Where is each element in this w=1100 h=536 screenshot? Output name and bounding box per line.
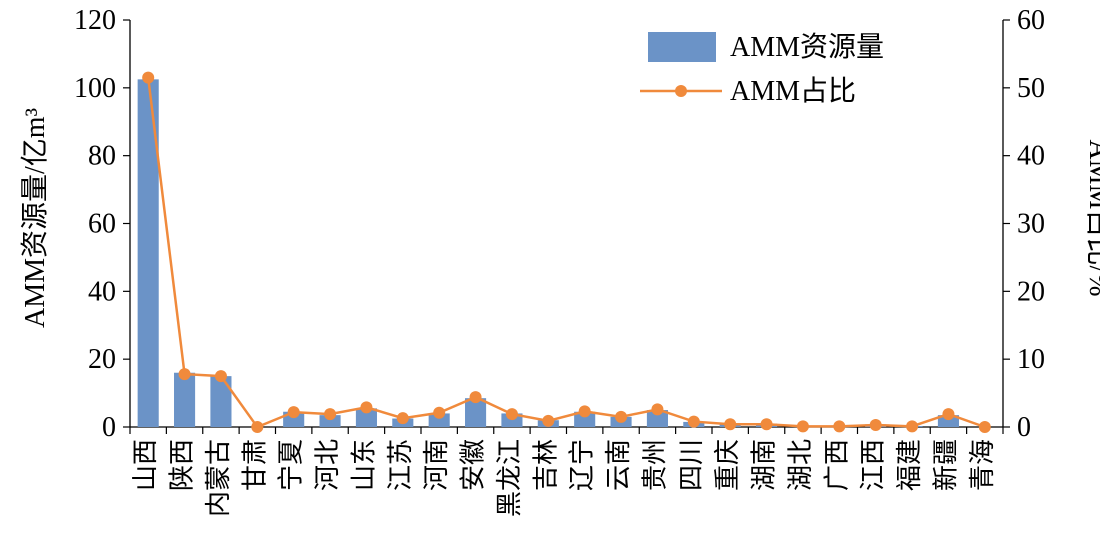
tick-labels: 0 20 40 60 80 100 120 0 10 20 30 40 50 60 (74, 5, 1045, 443)
y2-tick-label: 40 (1017, 141, 1045, 172)
category-label: 河北 (313, 439, 342, 491)
category-label: 河南 (422, 439, 451, 491)
series-line (146, 77, 986, 429)
line-point (796, 420, 809, 433)
category-label: 福建 (895, 439, 924, 491)
line-point (542, 414, 555, 427)
y2-tick-label: 60 (1017, 5, 1045, 36)
category-label: 贵州 (640, 439, 669, 491)
line-point (651, 403, 664, 416)
bar (174, 372, 196, 427)
line-point (833, 420, 846, 433)
category-label: 陕西 (168, 439, 197, 491)
legend-bar-swatch (648, 32, 716, 62)
category-label: 山西 (131, 439, 160, 491)
category-label: 湖北 (786, 439, 815, 491)
line-point (724, 418, 737, 431)
bar (428, 413, 450, 427)
line-point (505, 408, 518, 421)
legend-bar-label: AMM资源量 (730, 31, 884, 63)
line-point (942, 408, 955, 421)
bar (319, 415, 341, 427)
y2-axis-title: AMM占比/% (1083, 139, 1100, 296)
line-point (687, 415, 700, 428)
category-label: 江西 (859, 439, 888, 491)
line-point (869, 418, 882, 431)
category-label: 山东 (349, 439, 378, 491)
bar (355, 408, 377, 427)
line-point (178, 368, 191, 381)
category-label: 内蒙古 (204, 439, 233, 517)
bar (574, 411, 596, 427)
category-label: 江苏 (386, 439, 415, 491)
bar (137, 79, 159, 428)
y2-tick-label: 10 (1017, 344, 1045, 375)
category-label: 黑龙江 (495, 439, 524, 517)
line-point (906, 420, 919, 433)
line-point (287, 406, 300, 419)
y2-tick-label: 30 (1017, 209, 1045, 240)
y-tick-label: 40 (88, 276, 116, 307)
line-point (251, 421, 264, 433)
line-point (978, 421, 991, 433)
category-label: 广西 (822, 439, 851, 491)
category-label: 甘肃 (240, 439, 269, 491)
axes (123, 19, 1010, 434)
legend-line-marker (675, 85, 687, 97)
bar (465, 398, 487, 427)
category-label: 辽宁 (568, 439, 597, 491)
line-point (578, 405, 591, 418)
bar (210, 376, 232, 427)
category-label: 湖南 (750, 439, 779, 491)
category-label: 云南 (604, 439, 633, 491)
bar-series (137, 79, 959, 428)
y2-tick-label: 0 (1017, 412, 1031, 443)
category-label: 安徽 (459, 439, 488, 491)
category-label: 四川 (677, 439, 706, 491)
category-label: 新疆 (931, 439, 960, 491)
line-point (469, 391, 482, 404)
y2-tick-label: 20 (1017, 276, 1045, 307)
line-point (760, 418, 773, 431)
legend-line-label: AMM占比 (730, 75, 856, 107)
bar (646, 410, 668, 427)
line-point (142, 71, 155, 84)
line-point (396, 412, 409, 425)
y-tick-label: 80 (88, 141, 116, 172)
y-axis-title: AMM资源量/亿m³ (19, 108, 51, 328)
line-point (324, 408, 337, 421)
category-label: 青海 (968, 439, 997, 491)
line-point (214, 370, 227, 383)
category-label: 重庆 (713, 439, 742, 491)
y-tick-label: 100 (74, 73, 116, 104)
y2-tick-label: 50 (1017, 73, 1045, 104)
bar (937, 415, 959, 427)
y-tick-label: 60 (88, 209, 116, 240)
line-point (433, 406, 446, 419)
y-tick-label: 120 (74, 5, 116, 36)
category-label: 宁夏 (277, 439, 306, 491)
line-point (360, 401, 373, 414)
y-tick-label: 0 (102, 412, 116, 443)
line-series (142, 71, 991, 433)
legend: AMM资源量 AMM占比 (640, 31, 884, 107)
y-tick-label: 20 (88, 344, 116, 375)
category-labels: 山西 陕西 内蒙古 甘肃 宁夏 河北 山东 江苏 河南 安徽 黑龙江 吉林 辽宁 云南 贵州 四川 重庆 湖南 湖北… (131, 439, 997, 517)
line-point (615, 410, 628, 423)
category-label: 吉林 (531, 439, 560, 491)
